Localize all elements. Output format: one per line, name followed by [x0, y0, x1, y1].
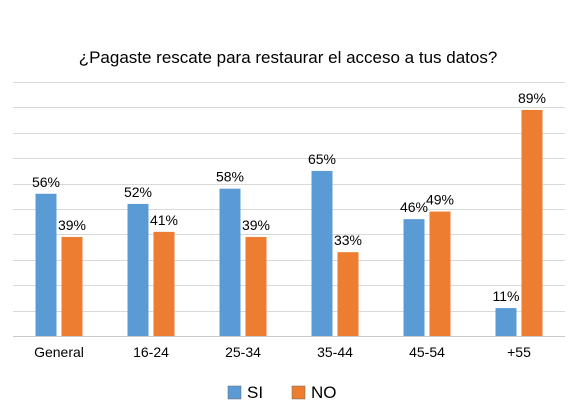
value-label-no-35-44: 33%	[334, 232, 362, 248]
legend-swatch-no	[291, 385, 306, 400]
bar-no-General	[61, 236, 83, 336]
bar-si-+55	[495, 308, 517, 336]
bar-si-45-54	[403, 219, 425, 336]
bar-no-16-24	[153, 231, 175, 336]
x-tick-label: General	[34, 344, 84, 360]
value-label-no-16-24: 41%	[150, 212, 178, 228]
x-tick-label: +55	[507, 344, 531, 360]
bar-no-+55	[521, 109, 543, 336]
value-label-si-35-44: 65%	[308, 151, 336, 167]
value-label-si-45-54: 46%	[400, 199, 428, 215]
x-tick-label: 25-34	[225, 344, 261, 360]
x-tick-label: 45-54	[409, 344, 445, 360]
bar-si-16-24	[127, 203, 149, 336]
x-axis-tick-labels: General 16-24 25-34 35-44 45-54 +55	[34, 344, 531, 360]
value-label-no-45-54: 49%	[426, 192, 454, 208]
bar-no-45-54	[429, 211, 451, 336]
bar-si-General	[35, 193, 57, 336]
value-label-si-+55: 11%	[493, 288, 520, 304]
value-label-si-General: 56%	[32, 174, 60, 190]
bar-no-25-34	[245, 236, 267, 336]
bars	[35, 109, 543, 336]
value-label-si-16-24: 52%	[124, 184, 152, 200]
bar-si-25-34	[219, 188, 241, 336]
legend-label-si: SI	[247, 383, 263, 402]
value-labels: 56% 39% 52% 41% 58% 39% 65% 33% 46%49% 11% 89%	[32, 90, 546, 304]
value-label-si-25-34: 58%	[216, 169, 244, 185]
x-tick-label: 35-44	[317, 344, 353, 360]
x-tick-label: 16-24	[133, 344, 169, 360]
chart-title: ¿Pagaste rescate para restaurar el acces…	[79, 48, 498, 67]
legend: SI NO	[227, 383, 337, 402]
legend-label-no: NO	[311, 383, 337, 402]
value-label-no-+55: 89%	[518, 90, 546, 106]
value-label-no-25-34: 39%	[242, 217, 270, 233]
bar-si-35-44	[311, 170, 333, 336]
legend-swatch-si	[227, 385, 242, 400]
bar-no-35-44	[337, 252, 359, 336]
gridlines	[13, 82, 565, 337]
value-label-no-General: 39%	[58, 217, 86, 233]
